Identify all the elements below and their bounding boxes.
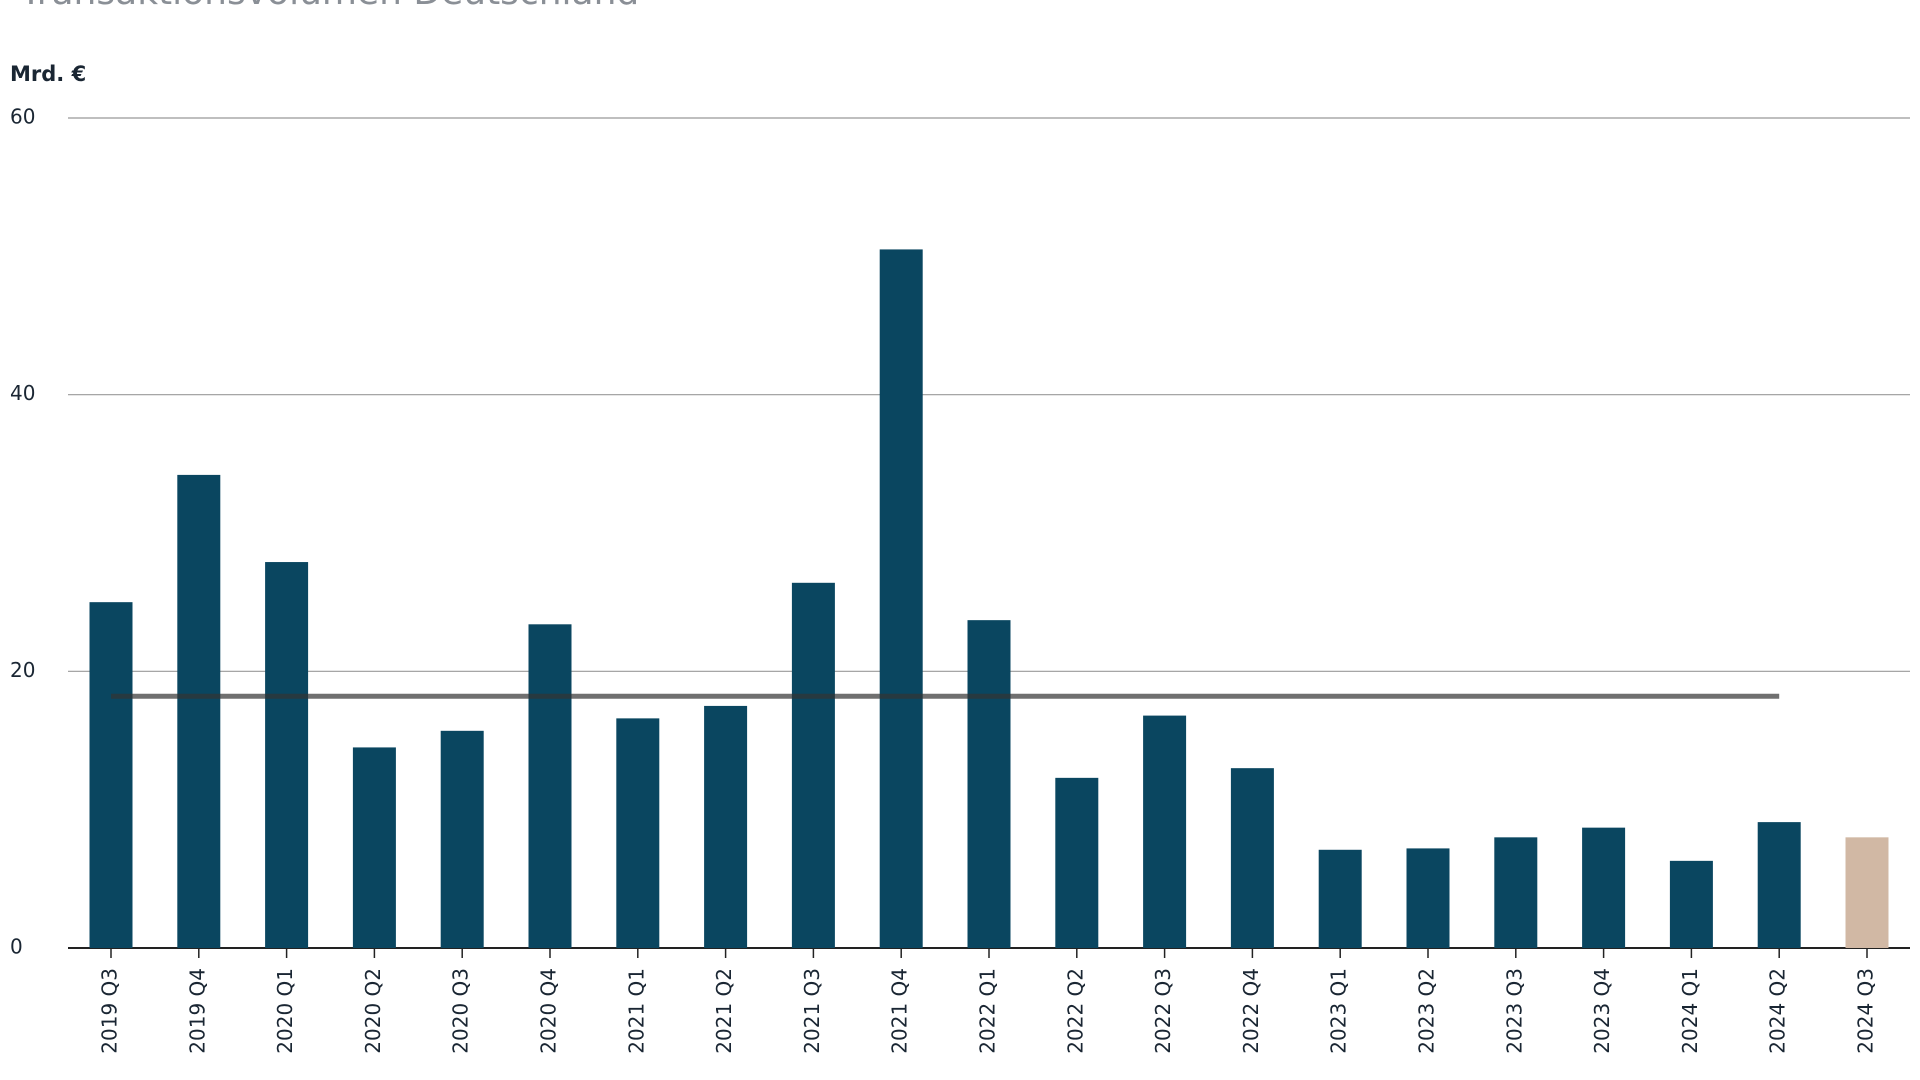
bar <box>879 249 923 948</box>
x-tick-label: 2021 Q3 <box>800 968 824 1054</box>
y-tick-label: 0 <box>10 935 23 959</box>
x-tick-label: 2024 Q1 <box>1678 968 1702 1054</box>
bar <box>528 624 572 948</box>
bar <box>89 602 133 948</box>
x-tick-label: 2022 Q3 <box>1151 968 1175 1054</box>
chart-title: Transaktionsvolumen Deutschland <box>19 0 639 13</box>
x-tick-label: 2021 Q4 <box>888 968 912 1054</box>
x-tick-label: 2023 Q1 <box>1327 968 1351 1054</box>
x-tick-label: 2023 Q4 <box>1590 968 1614 1054</box>
x-tick-label: 2019 Q3 <box>98 968 122 1054</box>
x-tick-label: 2022 Q4 <box>1239 968 1263 1054</box>
bar <box>1669 860 1713 948</box>
x-tick-label: 2019 Q4 <box>185 968 209 1054</box>
bar <box>967 620 1011 948</box>
bar <box>440 730 484 948</box>
bar <box>1494 837 1538 948</box>
bar <box>791 582 835 948</box>
y-tick-label: 40 <box>10 381 35 405</box>
bar <box>177 474 221 948</box>
bar <box>1845 837 1889 948</box>
bar <box>1318 849 1362 948</box>
bar <box>704 705 748 948</box>
x-tick-label: 2024 Q2 <box>1766 968 1790 1054</box>
x-tick-label: 2020 Q4 <box>537 968 561 1054</box>
bar <box>1230 768 1274 948</box>
bar <box>1582 827 1626 948</box>
x-tick-label: 2020 Q2 <box>361 968 385 1054</box>
bar <box>265 562 309 948</box>
bar <box>352 747 396 948</box>
x-tick-label: 2020 Q1 <box>273 968 297 1054</box>
x-tick-label: 2022 Q2 <box>1063 968 1087 1054</box>
y-axis-label: Mrd. € <box>10 62 86 86</box>
bar <box>1143 715 1187 948</box>
x-tick-label: 2022 Q1 <box>976 968 1000 1054</box>
y-tick-label: 60 <box>10 105 35 129</box>
bar <box>1757 822 1801 948</box>
y-tick-label: 20 <box>10 658 35 682</box>
x-tick-label: 2021 Q2 <box>712 968 736 1054</box>
x-tick-label: 2020 Q3 <box>449 968 473 1054</box>
x-tick-label: 2021 Q1 <box>624 968 648 1054</box>
bar <box>1406 848 1450 948</box>
x-tick-label: 2023 Q2 <box>1415 968 1439 1054</box>
bar <box>1055 777 1099 948</box>
x-tick-label: 2023 Q3 <box>1502 968 1526 1054</box>
bar <box>616 718 660 948</box>
x-tick-label: 2024 Q3 <box>1854 968 1878 1054</box>
